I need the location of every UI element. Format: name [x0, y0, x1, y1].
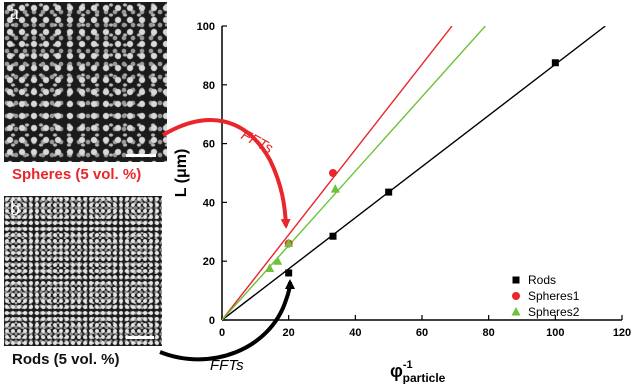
y-tick-label: 40	[203, 197, 215, 209]
scale-bar-b	[126, 336, 154, 339]
fft-label-lower: FFTs	[210, 357, 244, 374]
scale-bar-a	[126, 154, 156, 157]
legend-marker-spheres2	[511, 307, 521, 316]
data-point-rods	[329, 232, 337, 240]
x-tick-label: 120	[613, 327, 631, 339]
caption-spheres: Spheres (5 vol. %)	[12, 166, 142, 183]
x-tick-label: 0	[219, 327, 225, 339]
micrograph-rods: b	[4, 196, 162, 346]
y-tick-label: 0	[209, 315, 215, 327]
data-point-spheres2	[265, 263, 275, 273]
fft-arrow-lower	[159, 279, 295, 362]
legend-marker-spheres1	[512, 292, 520, 300]
y-tick-label: 80	[203, 80, 215, 92]
micrograph-spheres: a	[4, 2, 167, 162]
data-point-spheres1	[329, 169, 337, 177]
fft-arrow-upper	[161, 118, 291, 229]
x-tick-label: 20	[283, 327, 295, 339]
x-tick-label: 60	[416, 327, 428, 339]
x-tick-label: 40	[349, 327, 361, 339]
panel-letter-b: b	[10, 198, 20, 220]
data-point-rods	[385, 188, 393, 196]
x-tick-label: 100	[546, 327, 564, 339]
y-tick-label: 20	[203, 256, 215, 268]
caption-rods: Rods (5 vol. %)	[12, 351, 120, 368]
data-point-spheres2	[284, 238, 294, 248]
fft-label-upper: FFTs	[238, 127, 276, 158]
y-axis-label: L (μm)	[173, 149, 190, 198]
x-axis-label: φ-1 particle	[390, 359, 446, 384]
x-tick-label: 80	[483, 327, 495, 339]
legend-label-spheres1: Spheres1	[528, 289, 580, 303]
data-point-rods	[551, 59, 559, 67]
legend-marker-rods	[512, 276, 520, 284]
data-point-rods	[285, 269, 293, 277]
data-point-spheres2	[273, 256, 283, 265]
panel-letter-a: a	[10, 2, 19, 24]
fit-line-spheres2	[222, 26, 486, 320]
data-point-spheres2	[330, 184, 340, 193]
y-tick-label: 100	[197, 21, 215, 33]
legend-label-rods: Rods	[528, 273, 556, 287]
legend-label-spheres2: Spheres2	[528, 305, 580, 319]
y-tick-label: 60	[203, 139, 215, 151]
